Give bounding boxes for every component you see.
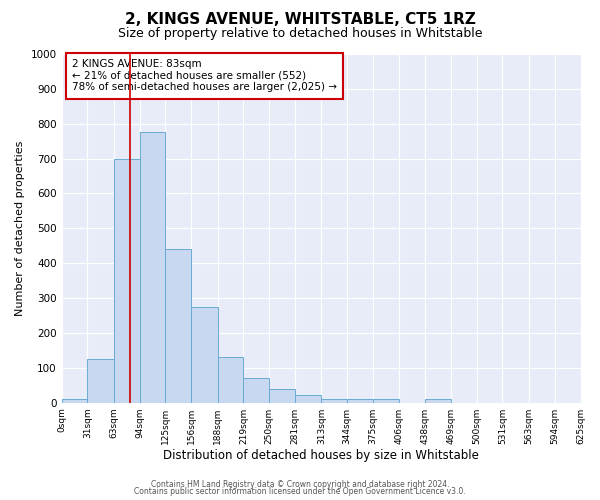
Text: Contains public sector information licensed under the Open Government Licence v3: Contains public sector information licen… xyxy=(134,487,466,496)
Bar xyxy=(244,378,269,402)
Bar xyxy=(114,158,140,402)
Bar xyxy=(191,307,218,402)
Bar xyxy=(295,395,322,402)
Bar xyxy=(322,398,347,402)
X-axis label: Distribution of detached houses by size in Whitstable: Distribution of detached houses by size … xyxy=(163,450,479,462)
Bar xyxy=(62,399,87,402)
Bar xyxy=(347,398,373,402)
Bar xyxy=(269,390,295,402)
Text: 2, KINGS AVENUE, WHITSTABLE, CT5 1RZ: 2, KINGS AVENUE, WHITSTABLE, CT5 1RZ xyxy=(125,12,475,28)
Bar xyxy=(373,399,398,402)
Text: Size of property relative to detached houses in Whitstable: Size of property relative to detached ho… xyxy=(118,28,482,40)
Bar xyxy=(166,250,191,402)
Bar xyxy=(87,359,114,403)
Text: 2 KINGS AVENUE: 83sqm
← 21% of detached houses are smaller (552)
78% of semi-det: 2 KINGS AVENUE: 83sqm ← 21% of detached … xyxy=(72,59,337,92)
Y-axis label: Number of detached properties: Number of detached properties xyxy=(15,140,25,316)
Text: Contains HM Land Registry data © Crown copyright and database right 2024.: Contains HM Land Registry data © Crown c… xyxy=(151,480,449,489)
Bar xyxy=(140,132,166,402)
Bar xyxy=(425,399,451,402)
Bar xyxy=(218,358,244,403)
